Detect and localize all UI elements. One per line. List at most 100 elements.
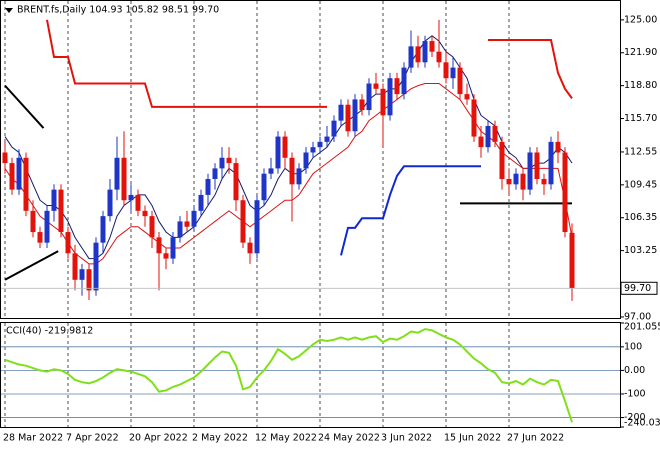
candle-body [520, 173, 526, 190]
trend-line [4, 250, 59, 281]
main-frame [0, 0, 621, 319]
y-tick-label: 97.00 [624, 311, 651, 322]
candle-body [303, 152, 309, 169]
y-tick-label: 125.00 [624, 14, 657, 25]
candle-body [282, 136, 288, 158]
candle-body [345, 104, 351, 132]
candle-body [58, 189, 64, 233]
candle-body [2, 152, 8, 164]
candle-body [23, 157, 29, 211]
candle-body [219, 157, 225, 169]
candle-body [310, 147, 316, 153]
candle-body [366, 83, 372, 111]
x-tick-label: 28 Mar 2022 [3, 433, 63, 444]
candle-body [387, 78, 393, 116]
candle-body [205, 179, 211, 195]
y-tick-label: 201.055 [624, 322, 660, 333]
y-tick-label: 0.00 [624, 365, 645, 376]
x-tick-label: 20 Apr 2022 [129, 433, 188, 444]
candle-body [191, 210, 197, 227]
candle-body [86, 269, 92, 291]
cci-title: CCI(40) -219.9812 [6, 326, 93, 337]
candle-body [485, 125, 491, 148]
y-tick-label: 121.90 [624, 47, 657, 58]
y-tick-label: -100 [624, 388, 646, 399]
collapse-arrow[interactable] [5, 8, 13, 13]
x-tick-label: 3 Jun 2022 [381, 433, 432, 444]
candle-body [506, 179, 512, 185]
candle-body [261, 173, 267, 201]
y-tick-label: 100 [624, 341, 642, 352]
candle-body [226, 157, 232, 164]
candle-body [562, 152, 568, 233]
candle-body [408, 46, 414, 68]
x-tick-label: 27 Jun 2022 [507, 433, 564, 444]
candle-body [352, 99, 358, 132]
candle-body [429, 41, 435, 52]
candle-body [121, 157, 127, 201]
candle-body [555, 141, 561, 153]
candle-body [373, 83, 379, 89]
candle-body [177, 221, 183, 238]
x-tick-label: 24 May 2022 [318, 433, 380, 444]
candle-body [184, 221, 190, 227]
candle-body [247, 242, 253, 254]
candle-body [135, 194, 141, 211]
cci-frame [0, 322, 621, 428]
candle-body [268, 168, 274, 174]
candle-body [513, 173, 519, 185]
candle-body [317, 141, 323, 148]
y-tick-label: 112.55 [624, 146, 657, 157]
candle-body [275, 136, 281, 169]
candle-body [569, 232, 575, 289]
candle-body [170, 237, 176, 259]
candle-body [380, 88, 386, 116]
candle-body [107, 189, 113, 217]
indicator-line [340, 165, 481, 256]
indicator-line [46, 19, 573, 108]
indicator-line [4, 83, 573, 265]
candle-body [72, 253, 78, 280]
last-price-label: 99.70 [624, 283, 651, 294]
candle-body [457, 67, 463, 95]
candle-body [450, 67, 456, 79]
candle-body [394, 78, 400, 95]
candle-body [16, 157, 22, 190]
candle-body [471, 99, 477, 137]
candle-body [527, 152, 533, 190]
candle-body [93, 242, 99, 291]
candle-body [324, 136, 330, 142]
candle-body [114, 157, 120, 190]
candle-body [359, 99, 365, 111]
candle-body [415, 46, 421, 63]
y-tick-label: 118.80 [624, 80, 657, 91]
candle-body [534, 152, 540, 180]
cci-line [4, 328, 573, 423]
y-tick-label: -200 [624, 412, 646, 423]
y-tick-label: 106.35 [624, 212, 657, 223]
last-price-box [620, 281, 658, 295]
y-tick-label: 103.25 [624, 245, 657, 256]
candle-body [478, 136, 484, 148]
candle-body [422, 41, 428, 63]
x-tick-label: 12 May 2022 [255, 433, 317, 444]
candle-body [37, 232, 43, 243]
candle-body [233, 163, 239, 201]
trend-line [4, 84, 45, 129]
candle-body [401, 67, 407, 95]
candle-body [149, 216, 155, 238]
candle-body [100, 216, 106, 243]
y-tick-label: 115.70 [624, 113, 657, 124]
candle-body [548, 141, 554, 185]
candle-body [240, 200, 246, 243]
x-tick-label: 7 Apr 2022 [66, 433, 119, 444]
candle-body [79, 269, 85, 280]
candle-body [30, 210, 36, 233]
candle-body [65, 232, 71, 254]
candle-body [338, 104, 344, 121]
candle-body [331, 120, 337, 137]
x-tick-label: 2 May 2022 [192, 433, 248, 444]
candle-body [254, 200, 260, 254]
candle-body [289, 157, 295, 185]
